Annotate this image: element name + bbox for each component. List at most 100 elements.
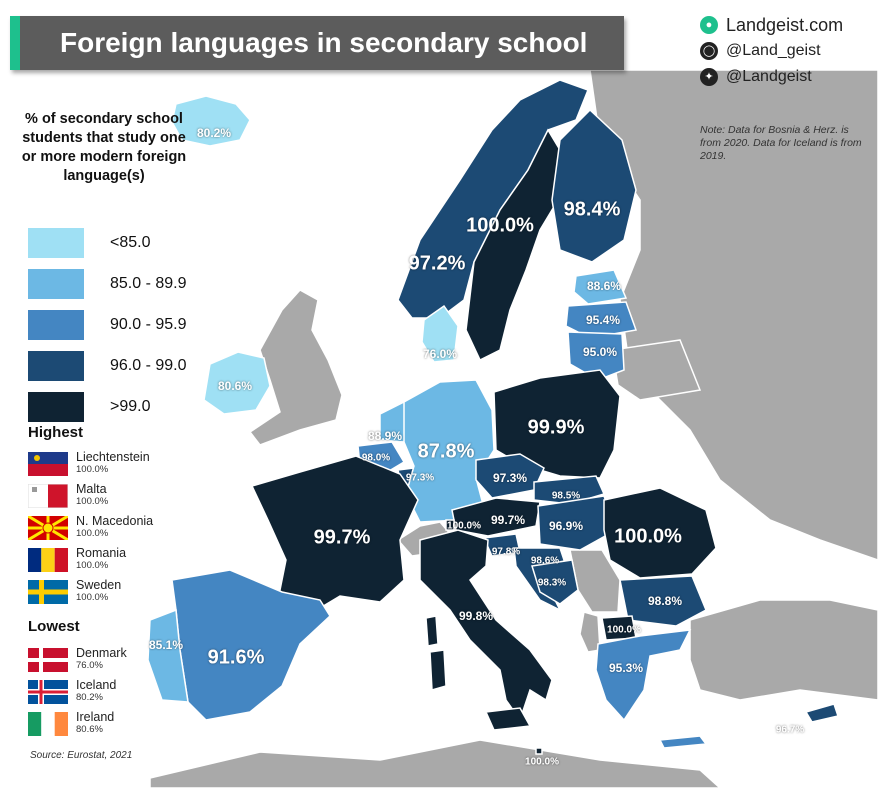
land-belarus [611, 339, 702, 401]
highest-item: Malta 100.0% [28, 482, 198, 510]
brand-twitter: @Landgeist [726, 68, 812, 85]
map-label-croatia: 98.6% [530, 555, 560, 567]
highest-country: Liechtenstein [76, 450, 150, 464]
region-denmark [421, 304, 459, 363]
lowest-value: 80.2% [76, 692, 103, 703]
denmark-flag-icon [28, 648, 68, 672]
map-label-spain: 91.6% [207, 646, 265, 669]
highest-value: 100.0% [76, 528, 109, 539]
highest-item: N. Macedonia 100.0% [28, 514, 198, 542]
map-label-slovakia: 98.5% [551, 490, 581, 502]
legend-item: <85.0 [28, 222, 187, 263]
brand-instagram-row[interactable]: ◯ @Land_geist [700, 38, 870, 64]
map-label-luxembourg: 97.3% [405, 472, 435, 484]
region-romania [603, 487, 717, 579]
land-turkey [689, 599, 878, 701]
region-sardinia [429, 649, 447, 691]
legend: <85.0 85.0 - 89.9 90.0 - 95.9 96.0 - 99.… [28, 222, 187, 427]
legend-label: 90.0 - 95.9 [110, 315, 187, 333]
map-label-norway: 97.2% [408, 252, 466, 275]
region-bulgaria [619, 575, 707, 627]
instagram-icon: ◯ [700, 42, 718, 60]
legend-item: 90.0 - 95.9 [28, 304, 187, 345]
map-label-belgium: 98.0% [361, 452, 391, 464]
map-label-germany: 87.8% [417, 440, 475, 463]
region-iceland [171, 95, 251, 147]
region-liechtenstein [445, 519, 455, 531]
data-note: Note: Data for Bosnia & Herz. is from 20… [700, 124, 862, 162]
malta-flag-icon [28, 484, 68, 508]
legend-label: 96.0 - 99.0 [110, 356, 187, 374]
twitter-icon: ✦ [700, 68, 718, 86]
ireland-flag-icon [28, 712, 68, 736]
map-label-latvia: 95.4% [585, 313, 621, 327]
legend-label: <85.0 [110, 233, 151, 251]
land-uk [248, 289, 343, 446]
map-label-poland: 99.9% [527, 416, 585, 439]
region-hungary [537, 495, 617, 551]
romania-flag-icon [28, 548, 68, 572]
highest-heading: Highest [28, 424, 84, 441]
legend-swatch [28, 227, 84, 258]
legend-item: 96.0 - 99.0 [28, 345, 187, 386]
map-label-slovenia: 97.8% [491, 546, 521, 558]
legend-item: 85.0 - 89.9 [28, 263, 187, 304]
title-banner: Foreign languages in secondary school [10, 16, 624, 70]
region-estonia [573, 269, 628, 305]
legend-label: 85.0 - 89.9 [110, 274, 187, 292]
legend-swatch [28, 309, 84, 340]
highest-item: Romania 100.0% [28, 546, 198, 574]
page-title: Foreign languages in secondary school [60, 27, 588, 58]
highest-country: Sweden [76, 578, 122, 592]
region-sicily [484, 707, 532, 731]
map-label-czechia: 97.3% [492, 471, 528, 485]
brand-twitter-row[interactable]: ✦ @Landgeist [700, 64, 870, 90]
region-portugal [147, 608, 189, 703]
highest-value: 100.0% [76, 496, 109, 507]
highest-value: 100.0% [76, 592, 109, 603]
sweden-flag-icon [28, 580, 68, 604]
legend-swatch [28, 350, 84, 381]
map-label-north-macedonia: 100.0% [607, 624, 641, 636]
iceland-flag-icon [28, 680, 68, 704]
map-label-lithuania: 95.0% [582, 345, 618, 359]
map-label-netherlands: 88.9% [367, 429, 403, 443]
highest-value: 100.0% [76, 560, 109, 571]
lowest-item: Iceland 80.2% [28, 678, 198, 706]
region-norway [397, 79, 589, 319]
region-sweden [465, 128, 561, 362]
region-malta [535, 747, 543, 755]
region-finland [551, 108, 637, 263]
brand-site: Landgeist.com [726, 14, 844, 35]
legend-item: >99.0 [28, 386, 187, 427]
region-greece [595, 629, 692, 722]
land-africa [149, 739, 722, 788]
region-crete [658, 735, 708, 749]
globe-icon: ● [700, 16, 718, 34]
map-label-hungary: 96.9% [548, 519, 584, 533]
map-label-malta: 100.0% [525, 756, 559, 768]
map-label-finland: 98.4% [563, 198, 621, 221]
region-france [250, 455, 419, 621]
map-label-cyprus: 96.7% [775, 724, 805, 736]
legend-label: >99.0 [110, 397, 151, 415]
legend-title: % of secondary school students that stud… [21, 111, 187, 184]
region-corsica [425, 615, 439, 647]
legend-swatch [28, 268, 84, 299]
map-label-sweden: 100.0% [466, 214, 534, 237]
lowest-item: Ireland 80.6% [28, 710, 198, 738]
map-label-italy: 99.8% [458, 609, 494, 623]
brand-site-row[interactable]: ● Landgeist.com [700, 12, 870, 38]
region-italy [419, 529, 553, 722]
map-label-bulgaria: 98.8% [647, 594, 683, 608]
region-ireland [203, 351, 271, 415]
map-label-austria: 99.7% [490, 513, 526, 527]
highest-value: 100.0% [76, 464, 109, 475]
lowest-country: Ireland [76, 710, 115, 724]
highest-country: N. Macedonia [76, 514, 154, 528]
lowest-value: 76.0% [76, 660, 103, 671]
region-bosnia [531, 559, 579, 605]
map-label-france: 99.7% [313, 526, 371, 549]
land-albania [579, 611, 601, 653]
